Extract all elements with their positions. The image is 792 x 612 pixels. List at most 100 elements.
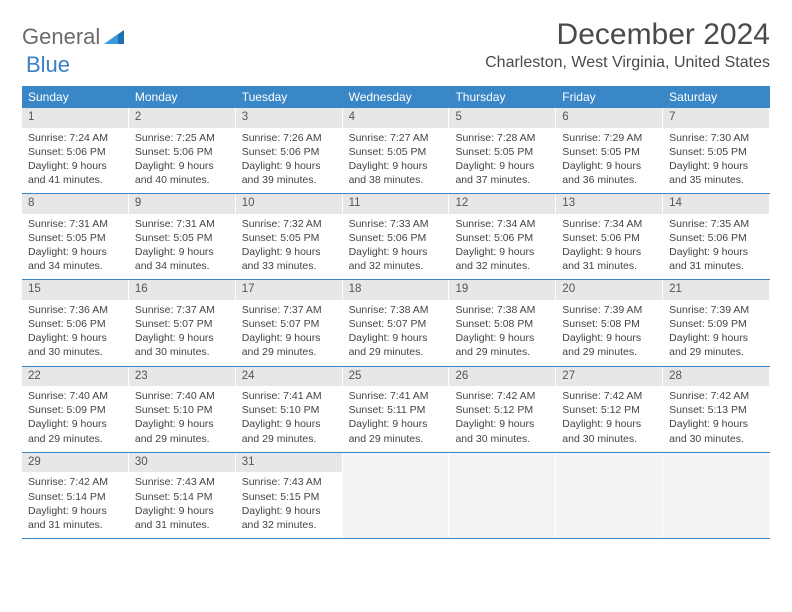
day-cell: 4Sunrise: 7:27 AMSunset: 5:05 PMDaylight…: [343, 108, 450, 193]
day-cell: 1Sunrise: 7:24 AMSunset: 5:06 PMDaylight…: [22, 108, 129, 193]
daylight-line: and 35 minutes.: [669, 173, 763, 187]
week-row: 1Sunrise: 7:24 AMSunset: 5:06 PMDaylight…: [22, 108, 770, 194]
sunrise-line: Sunrise: 7:39 AM: [562, 303, 656, 317]
empty-cell: [556, 453, 663, 538]
calendar: SundayMondayTuesdayWednesdayThursdayFrid…: [22, 86, 770, 539]
sunset-line: Sunset: 5:07 PM: [242, 317, 336, 331]
day-number: 22: [22, 367, 128, 387]
daylight-line: and 32 minutes.: [349, 259, 443, 273]
sunset-line: Sunset: 5:10 PM: [135, 403, 229, 417]
sunset-line: Sunset: 5:06 PM: [669, 231, 763, 245]
sunrise-line: Sunrise: 7:33 AM: [349, 217, 443, 231]
sunset-line: Sunset: 5:05 PM: [349, 145, 443, 159]
daylight-line: and 29 minutes.: [562, 345, 656, 359]
daylight-line: Daylight: 9 hours: [562, 159, 656, 173]
daylight-line: Daylight: 9 hours: [242, 417, 336, 431]
daylight-line: and 29 minutes.: [349, 432, 443, 446]
daylight-line: and 36 minutes.: [562, 173, 656, 187]
day-cell: 30Sunrise: 7:43 AMSunset: 5:14 PMDayligh…: [129, 453, 236, 538]
sunrise-line: Sunrise: 7:38 AM: [349, 303, 443, 317]
dow-monday: Monday: [129, 86, 236, 108]
day-number: 17: [236, 280, 342, 300]
day-body: Sunrise: 7:36 AMSunset: 5:06 PMDaylight:…: [22, 300, 128, 366]
day-body: Sunrise: 7:32 AMSunset: 5:05 PMDaylight:…: [236, 214, 342, 280]
day-body: Sunrise: 7:38 AMSunset: 5:08 PMDaylight:…: [449, 300, 555, 366]
sunset-line: Sunset: 5:05 PM: [242, 231, 336, 245]
day-body: Sunrise: 7:28 AMSunset: 5:05 PMDaylight:…: [449, 128, 555, 194]
day-body: Sunrise: 7:39 AMSunset: 5:08 PMDaylight:…: [556, 300, 662, 366]
day-number: 19: [449, 280, 555, 300]
day-number: 5: [449, 108, 555, 128]
sunrise-line: Sunrise: 7:42 AM: [562, 389, 656, 403]
day-cell: 31Sunrise: 7:43 AMSunset: 5:15 PMDayligh…: [236, 453, 343, 538]
day-number: 31: [236, 453, 342, 473]
day-number: 18: [343, 280, 449, 300]
daylight-line: Daylight: 9 hours: [28, 504, 122, 518]
sunset-line: Sunset: 5:06 PM: [562, 231, 656, 245]
day-body: Sunrise: 7:42 AMSunset: 5:12 PMDaylight:…: [556, 386, 662, 452]
sunrise-line: Sunrise: 7:34 AM: [455, 217, 549, 231]
daylight-line: and 38 minutes.: [349, 173, 443, 187]
day-body: Sunrise: 7:43 AMSunset: 5:14 PMDaylight:…: [129, 472, 235, 538]
sunrise-line: Sunrise: 7:43 AM: [242, 475, 336, 489]
daylight-line: Daylight: 9 hours: [28, 417, 122, 431]
sunrise-line: Sunrise: 7:41 AM: [242, 389, 336, 403]
logo: General: [22, 18, 126, 50]
day-cell: 10Sunrise: 7:32 AMSunset: 5:05 PMDayligh…: [236, 194, 343, 279]
day-cell: 23Sunrise: 7:40 AMSunset: 5:10 PMDayligh…: [129, 367, 236, 452]
daylight-line: and 32 minutes.: [242, 518, 336, 532]
day-cell: 24Sunrise: 7:41 AMSunset: 5:10 PMDayligh…: [236, 367, 343, 452]
daylight-line: and 31 minutes.: [28, 518, 122, 532]
sunset-line: Sunset: 5:05 PM: [562, 145, 656, 159]
day-cell: 16Sunrise: 7:37 AMSunset: 5:07 PMDayligh…: [129, 280, 236, 365]
day-body: Sunrise: 7:26 AMSunset: 5:06 PMDaylight:…: [236, 128, 342, 194]
day-body: Sunrise: 7:41 AMSunset: 5:10 PMDaylight:…: [236, 386, 342, 452]
sunset-line: Sunset: 5:14 PM: [135, 490, 229, 504]
sunrise-line: Sunrise: 7:42 AM: [455, 389, 549, 403]
day-number: 4: [343, 108, 449, 128]
sunrise-line: Sunrise: 7:29 AM: [562, 131, 656, 145]
day-cell: 9Sunrise: 7:31 AMSunset: 5:05 PMDaylight…: [129, 194, 236, 279]
daylight-line: and 37 minutes.: [455, 173, 549, 187]
sunset-line: Sunset: 5:08 PM: [455, 317, 549, 331]
dow-sunday: Sunday: [22, 86, 129, 108]
day-number: 21: [663, 280, 769, 300]
daylight-line: and 29 minutes.: [135, 432, 229, 446]
location: Charleston, West Virginia, United States: [485, 54, 770, 72]
day-body: Sunrise: 7:41 AMSunset: 5:11 PMDaylight:…: [343, 386, 449, 452]
sunrise-line: Sunrise: 7:31 AM: [28, 217, 122, 231]
day-cell: 27Sunrise: 7:42 AMSunset: 5:12 PMDayligh…: [556, 367, 663, 452]
sunrise-line: Sunrise: 7:25 AM: [135, 131, 229, 145]
logo-word-general: General: [22, 24, 100, 50]
day-body: Sunrise: 7:42 AMSunset: 5:12 PMDaylight:…: [449, 386, 555, 452]
sunset-line: Sunset: 5:06 PM: [28, 145, 122, 159]
daylight-line: and 30 minutes.: [669, 432, 763, 446]
day-cell: 18Sunrise: 7:38 AMSunset: 5:07 PMDayligh…: [343, 280, 450, 365]
daylight-line: Daylight: 9 hours: [242, 331, 336, 345]
sunset-line: Sunset: 5:12 PM: [562, 403, 656, 417]
day-body: Sunrise: 7:34 AMSunset: 5:06 PMDaylight:…: [556, 214, 662, 280]
empty-cell: [663, 453, 770, 538]
daylight-line: and 30 minutes.: [562, 432, 656, 446]
daylight-line: Daylight: 9 hours: [349, 245, 443, 259]
sunset-line: Sunset: 5:09 PM: [28, 403, 122, 417]
daylight-line: Daylight: 9 hours: [455, 245, 549, 259]
day-body: Sunrise: 7:40 AMSunset: 5:10 PMDaylight:…: [129, 386, 235, 452]
day-number: 27: [556, 367, 662, 387]
day-cell: 26Sunrise: 7:42 AMSunset: 5:12 PMDayligh…: [449, 367, 556, 452]
day-body: Sunrise: 7:40 AMSunset: 5:09 PMDaylight:…: [22, 386, 128, 452]
sunrise-line: Sunrise: 7:40 AM: [135, 389, 229, 403]
day-number: 20: [556, 280, 662, 300]
day-cell: 11Sunrise: 7:33 AMSunset: 5:06 PMDayligh…: [343, 194, 450, 279]
sunrise-line: Sunrise: 7:32 AM: [242, 217, 336, 231]
sunrise-line: Sunrise: 7:27 AM: [349, 131, 443, 145]
dow-friday: Friday: [556, 86, 663, 108]
day-cell: 28Sunrise: 7:42 AMSunset: 5:13 PMDayligh…: [663, 367, 770, 452]
daylight-line: Daylight: 9 hours: [135, 417, 229, 431]
daylight-line: Daylight: 9 hours: [562, 245, 656, 259]
daylight-line: Daylight: 9 hours: [135, 159, 229, 173]
sunrise-line: Sunrise: 7:39 AM: [669, 303, 763, 317]
logo-sail-icon: [104, 28, 126, 46]
sunrise-line: Sunrise: 7:38 AM: [455, 303, 549, 317]
sunrise-line: Sunrise: 7:35 AM: [669, 217, 763, 231]
